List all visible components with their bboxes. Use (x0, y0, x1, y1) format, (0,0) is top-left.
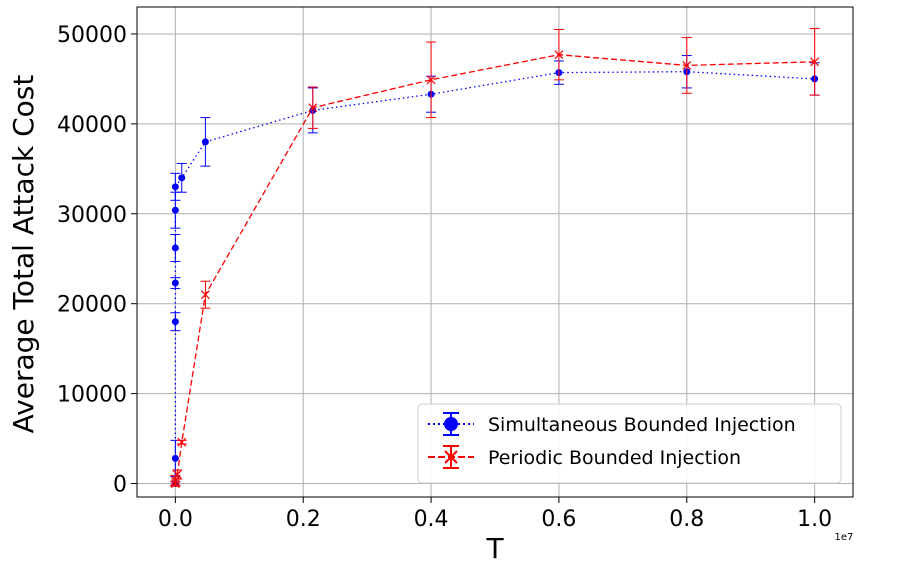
data-point (201, 138, 209, 146)
legend-label: Periodic Bounded Injection (488, 447, 741, 469)
x-tick-label: 0.8 (669, 507, 704, 532)
data-point (200, 290, 210, 300)
y-axis-ticks: 0 10000 20000 30000 40000 50000 (57, 23, 137, 498)
data-point-stroke (172, 470, 182, 479)
data-point (171, 206, 179, 214)
y-tick-label: 20000 (57, 293, 127, 318)
y-tick-label: 40000 (57, 113, 127, 138)
data-point (171, 279, 179, 287)
data-point (426, 75, 436, 85)
data-point-stroke (554, 50, 564, 60)
data-point (171, 183, 179, 191)
x-tick-label: 0.2 (286, 507, 321, 532)
legend-label: Simultaneous Bounded Injection (488, 414, 796, 436)
x-tick-label: 1.0 (797, 507, 832, 532)
y-tick-label: 50000 (57, 23, 127, 48)
data-point (171, 244, 179, 252)
data-point (172, 470, 182, 479)
data-point-stroke (810, 57, 820, 67)
x-tick-label: 0.6 (541, 507, 576, 532)
legend-marker (444, 417, 458, 431)
series-1 (170, 28, 820, 488)
data-point (554, 50, 564, 60)
x-tick-label: 0.0 (158, 507, 193, 532)
x-axis-offset-label: 1e7 (835, 532, 854, 543)
x-axis-label: T (485, 532, 504, 565)
data-point-stroke (308, 103, 318, 113)
series-layer (170, 28, 820, 488)
data-point (177, 437, 187, 447)
data-point-stroke (177, 437, 187, 447)
legend-item: Periodic Bounded Injection (428, 445, 741, 469)
legend-box (417, 403, 842, 484)
data-point (171, 318, 179, 326)
data-point (178, 174, 186, 182)
data-point (682, 61, 692, 70)
y-axis-label: Average Total Attack Cost (7, 75, 40, 434)
x-axis-ticks: 0.0 0.2 0.4 0.6 0.8 1.0 (158, 497, 832, 532)
data-point (308, 103, 318, 113)
data-point-stroke (200, 290, 210, 300)
data-point-stroke (170, 476, 180, 486)
y-tick-label: 30000 (57, 203, 127, 228)
series-line (174, 54, 815, 484)
legend-item: Simultaneous Bounded Injection (428, 412, 796, 436)
data-point (810, 57, 820, 67)
data-point (171, 454, 179, 462)
data-point (170, 476, 180, 486)
x-tick-label: 0.4 (414, 507, 449, 532)
data-point-stroke (426, 75, 436, 85)
y-tick-label: 0 (113, 473, 127, 498)
y-tick-label: 10000 (57, 383, 127, 408)
legend-marker (444, 450, 458, 464)
plot-frame (136, 6, 854, 498)
series-line (174, 71, 815, 484)
data-point-stroke (682, 61, 692, 70)
legend: Simultaneous Bounded Injection Periodic B… (417, 403, 842, 484)
